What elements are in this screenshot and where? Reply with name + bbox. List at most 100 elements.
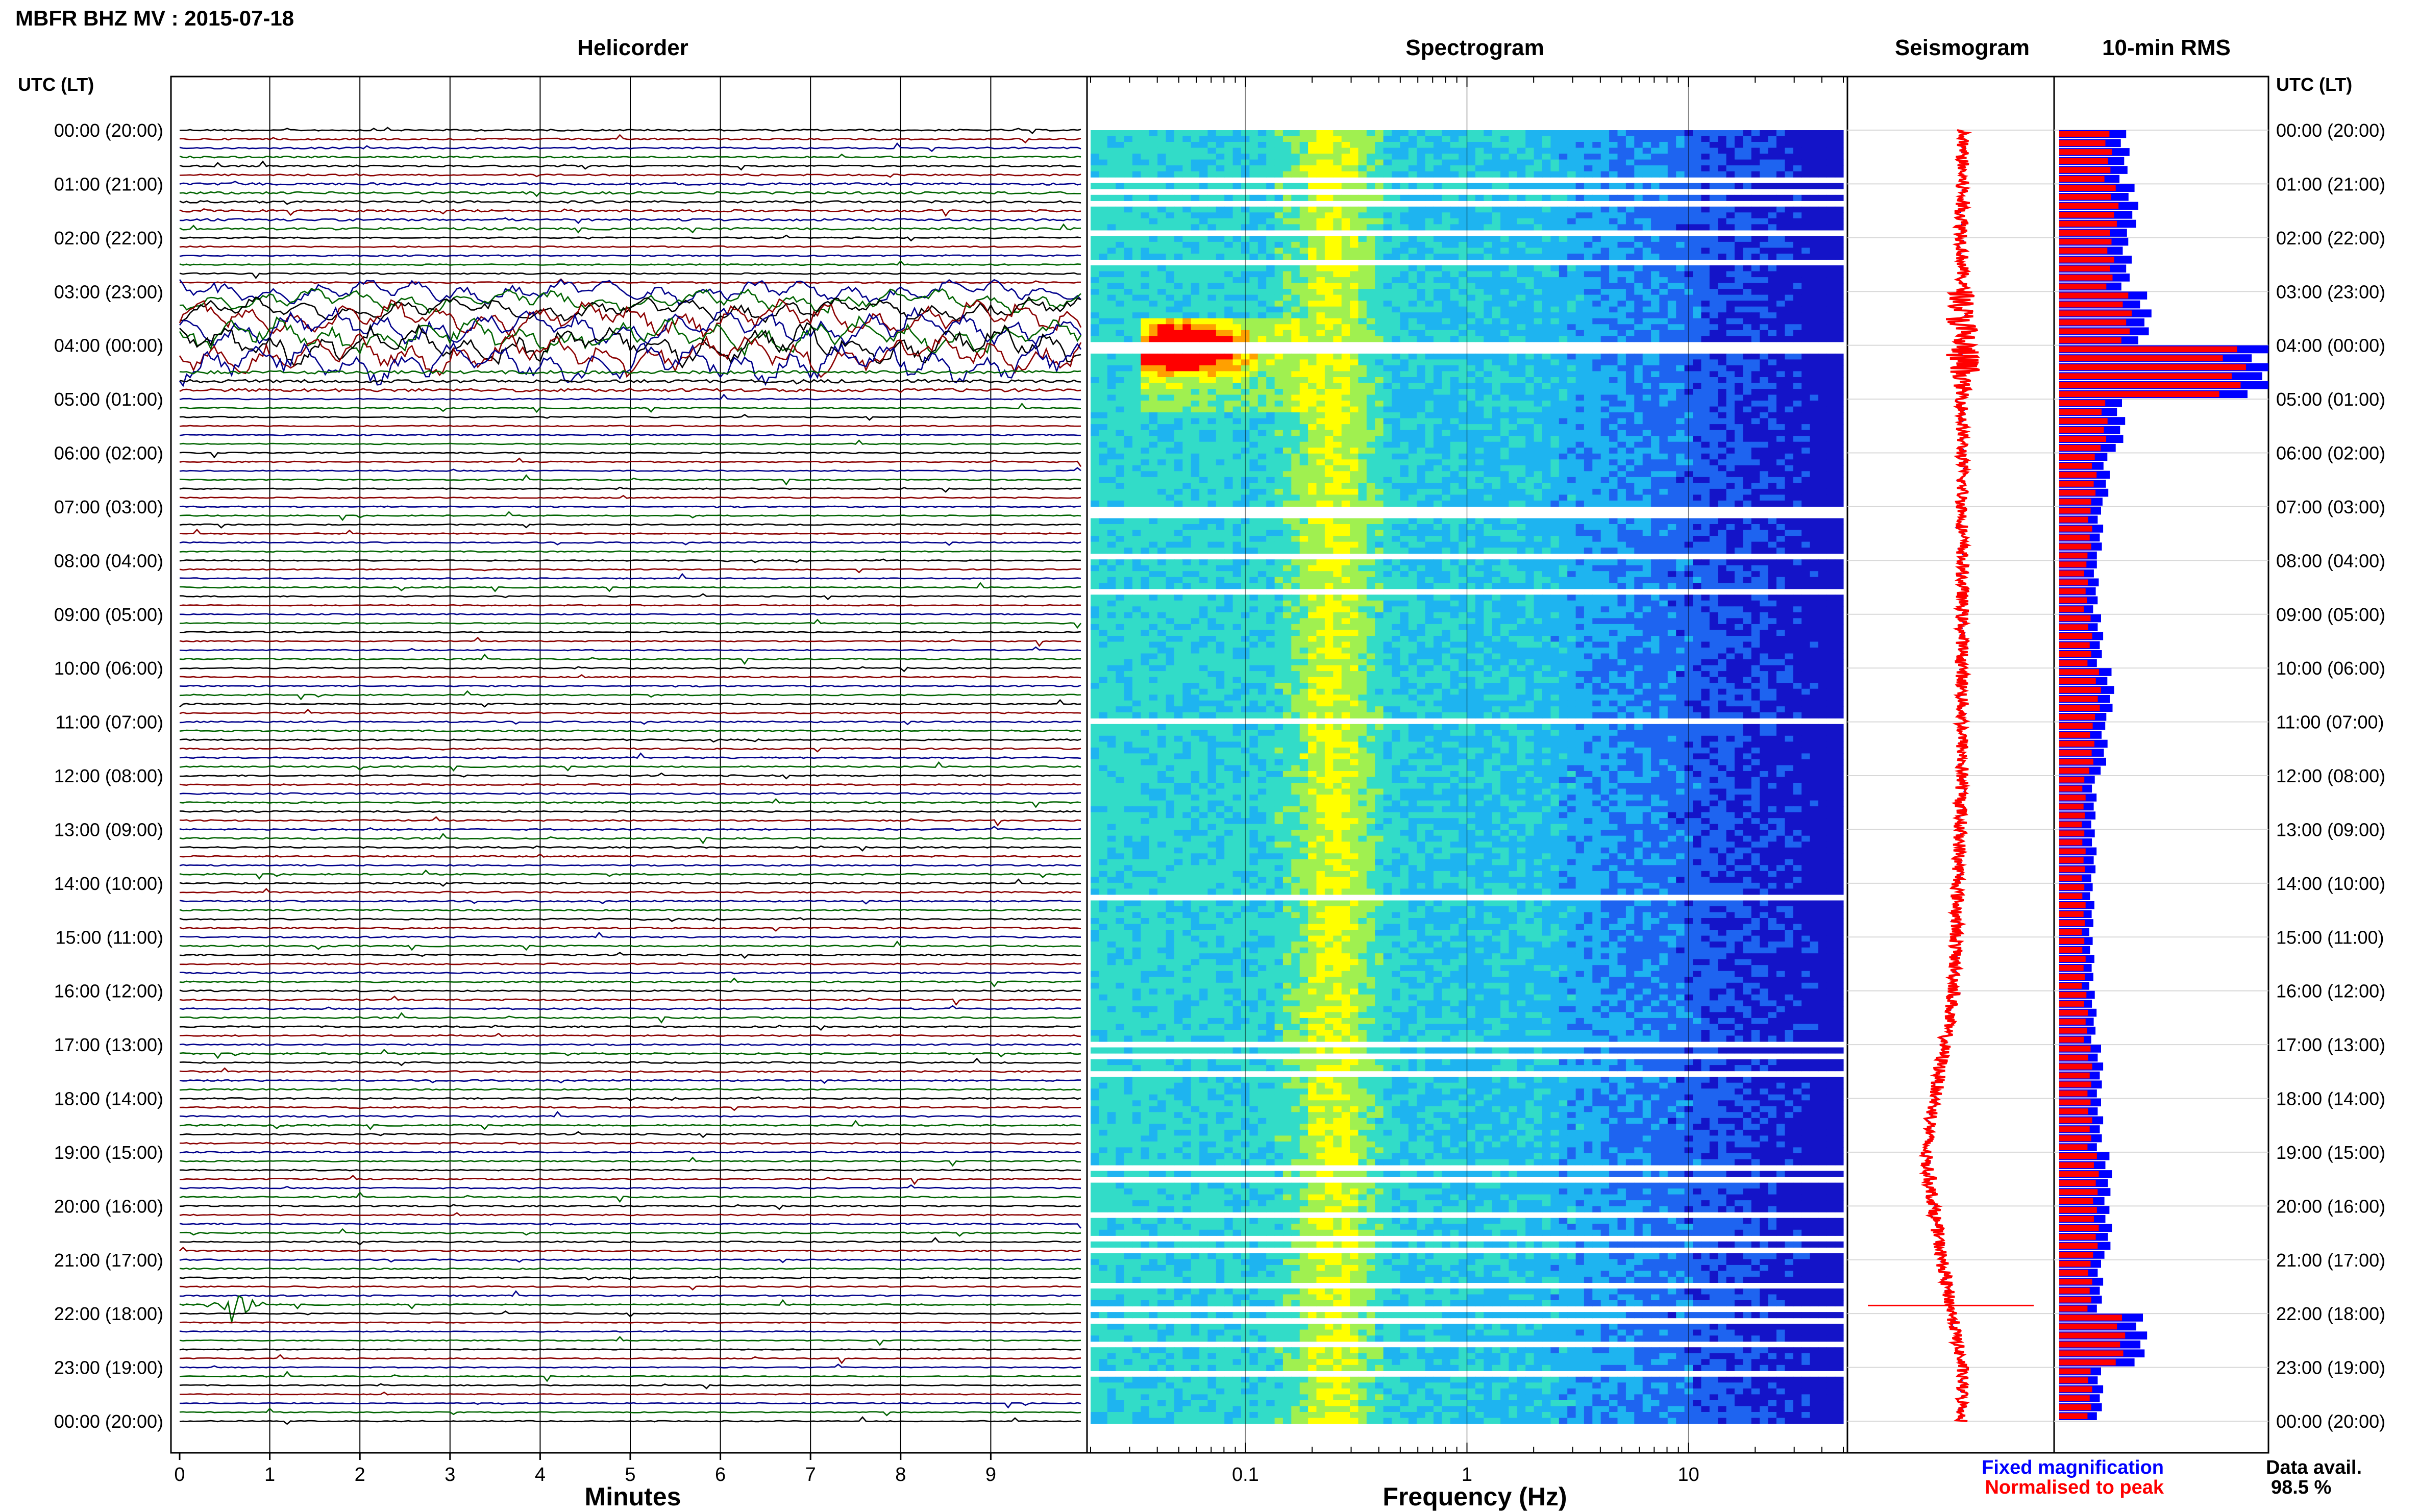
spectrogram-cell	[1484, 394, 1493, 401]
spectrogram-cell	[1375, 377, 1384, 384]
spectrogram-cell	[1542, 383, 1551, 389]
spectrogram-cell	[1308, 389, 1317, 395]
spectrogram-cell	[1099, 353, 1108, 360]
spectrogram-cell	[1433, 471, 1442, 478]
spectrogram-cell	[1592, 312, 1601, 319]
spectrogram-cell	[1383, 312, 1392, 319]
spectrogram-cell	[1433, 377, 1442, 384]
spectrogram-cell	[1266, 418, 1275, 425]
spectrogram-cell	[1760, 401, 1769, 407]
spectrogram-cell	[1492, 459, 1501, 466]
spectrogram-cell	[1768, 165, 1777, 172]
spectrogram-cell	[1475, 465, 1484, 472]
spectrogram-cell	[1492, 336, 1501, 342]
spectrogram-cell	[1099, 301, 1108, 307]
spectrogram-cell	[1667, 206, 1676, 213]
spectrogram-cell	[1826, 441, 1836, 448]
spectrogram-cell	[1107, 165, 1116, 172]
spectrogram-cell	[1124, 448, 1133, 454]
helicorder-trace-row	[179, 191, 1081, 197]
spectrogram-cell	[1500, 453, 1510, 460]
spectrogram-cell	[1207, 294, 1217, 301]
spectrogram-cell	[1492, 353, 1501, 360]
spectrogram-cell	[1726, 365, 1735, 371]
spectrogram-cell	[1216, 136, 1225, 142]
spectrogram-cell	[1818, 241, 1827, 248]
spectrogram-cell	[1291, 324, 1300, 331]
spectrogram-cell	[1274, 389, 1283, 395]
helicorder-trace-row	[179, 494, 1081, 499]
spectrogram-cell	[1642, 441, 1651, 448]
spectrogram-cell	[1282, 265, 1292, 272]
spectrogram-cell	[1609, 165, 1618, 172]
spectrogram-cell	[1743, 283, 1752, 289]
spectrogram-cell	[1408, 271, 1417, 278]
spectrogram-cell	[1400, 194, 1409, 201]
spectrogram-cell	[1517, 406, 1526, 413]
spectrogram-cell	[1366, 424, 1375, 431]
spectrogram-cell	[1199, 318, 1208, 325]
spectrogram-cell	[1366, 159, 1375, 166]
time-label-right: 23:00 (19:00)	[2276, 1357, 2385, 1378]
spectrogram-cell	[1826, 312, 1836, 319]
spectrogram-cell	[1341, 424, 1350, 431]
spectrogram-cell	[1249, 336, 1258, 342]
spectrogram-cell	[1801, 289, 1811, 295]
spectrogram-cell	[1500, 171, 1510, 178]
spectrogram-cell	[1224, 312, 1233, 319]
helicorder-trace-row	[179, 245, 1081, 248]
spectrogram-cell	[1375, 265, 1384, 272]
spectrogram-cell	[1400, 365, 1409, 371]
spectrogram-cell	[1575, 154, 1585, 160]
spectrogram-cell	[1216, 283, 1225, 289]
spectrogram-cell	[1567, 441, 1576, 448]
spectrogram-cell	[1500, 330, 1510, 336]
spectrogram-cell	[1667, 241, 1676, 248]
spectrogram-cell	[1116, 136, 1125, 142]
spectrogram-cell	[1132, 324, 1141, 331]
spectrogram-cell	[1216, 418, 1225, 425]
spectrogram-cell	[1600, 401, 1610, 407]
spectrogram-cell	[1575, 394, 1585, 401]
spectrogram-cell	[1308, 236, 1317, 242]
spectrogram-cell	[1600, 471, 1610, 478]
spectrogram-cell	[1651, 459, 1660, 466]
spectrogram-cell	[1642, 218, 1651, 225]
spectrogram-cell	[1324, 359, 1334, 366]
spectrogram-cell	[1793, 283, 1802, 289]
spectrogram-cell	[1149, 277, 1158, 284]
spectrogram-cell	[1308, 430, 1317, 436]
spectrogram-cell	[1124, 218, 1133, 225]
spectrogram-cell	[1132, 377, 1141, 384]
spectrogram-cell	[1726, 130, 1735, 137]
spectrogram-cell	[1734, 459, 1743, 466]
spectrogram-cell	[1182, 389, 1192, 395]
spectrogram-cell	[1459, 353, 1468, 360]
spectrogram-cell	[1592, 336, 1601, 342]
spectrogram-cell	[1442, 224, 1451, 231]
spectrogram-cell	[1459, 183, 1468, 189]
spectrogram-cell	[1358, 401, 1367, 407]
spectrogram-cell	[1743, 324, 1752, 331]
spectrogram-cell	[1207, 318, 1217, 325]
spectrogram-cell	[1609, 430, 1618, 436]
spectrogram-cell	[1826, 224, 1836, 231]
spectrogram-cell	[1600, 265, 1610, 272]
spectrogram-cell	[1793, 448, 1802, 454]
spectrogram-cell	[1467, 236, 1476, 242]
spectrogram-cell	[1500, 154, 1510, 160]
spectrogram-cell	[1199, 436, 1208, 442]
spectrogram-cell	[1308, 377, 1317, 384]
spectrogram-cell	[1299, 271, 1309, 278]
spectrogram-cell	[1358, 241, 1367, 248]
spectrogram-cell	[1324, 241, 1334, 248]
spectrogram-cell	[1132, 406, 1141, 413]
spectrogram-cell	[1442, 130, 1451, 137]
spectrogram-cell	[1625, 212, 1635, 219]
spectrogram-cell	[1425, 147, 1434, 154]
spectrogram-cell	[1693, 265, 1701, 272]
helicorder-trace-row	[179, 541, 1081, 546]
spectrogram-cell	[1383, 401, 1392, 407]
spectrogram-cell	[1116, 465, 1125, 472]
spectrogram-cell	[1701, 359, 1710, 366]
